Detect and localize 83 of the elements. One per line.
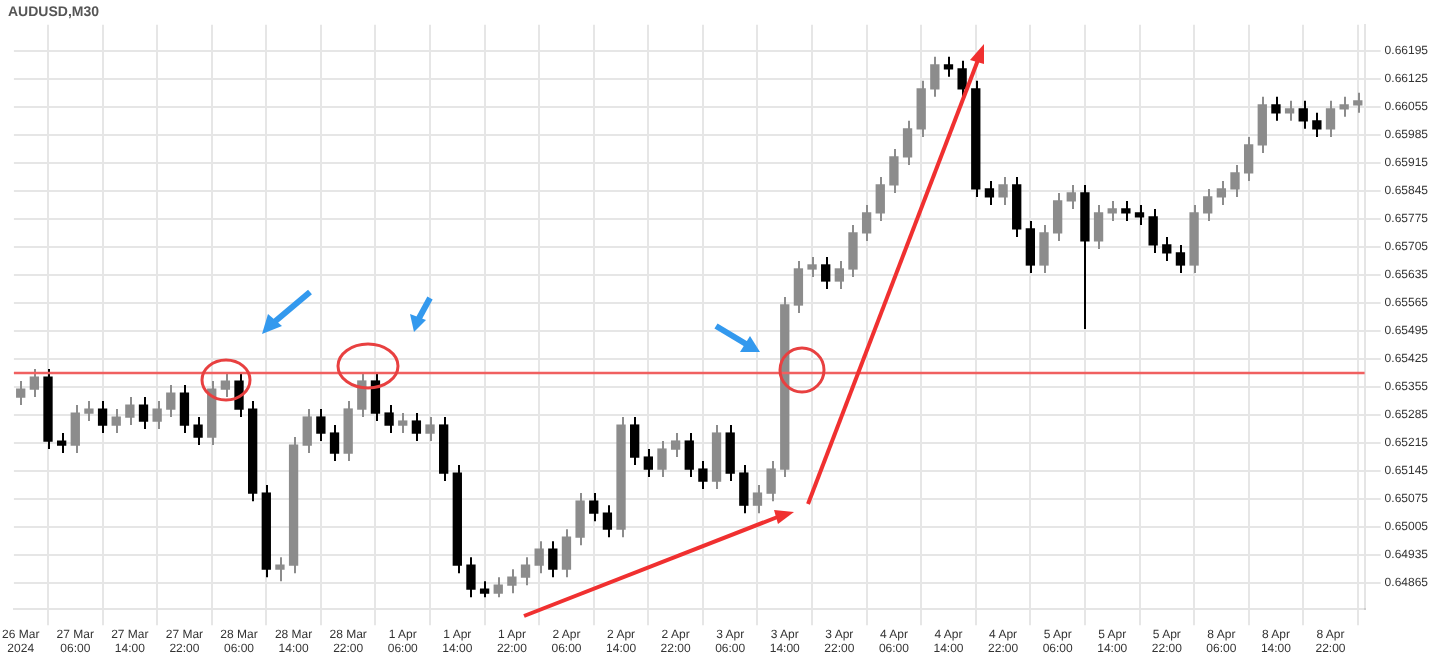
candlestick <box>398 412 408 435</box>
candlestick <box>493 576 503 599</box>
candlestick <box>902 119 913 166</box>
candlestick <box>1312 111 1322 138</box>
candlestick <box>643 448 653 479</box>
candlestick <box>1271 95 1281 122</box>
candlestick <box>1052 191 1063 242</box>
candlestick <box>16 380 26 407</box>
candlestick <box>984 179 995 206</box>
candlestick <box>561 528 572 579</box>
candlestick <box>1216 179 1227 206</box>
candlestick <box>1025 219 1036 274</box>
candlestick <box>943 55 954 78</box>
candlestick <box>329 424 340 463</box>
candlestick <box>739 464 749 515</box>
candlestick <box>848 223 858 278</box>
candlestick <box>1012 175 1022 238</box>
candlestick <box>821 255 831 290</box>
candlestick <box>56 432 67 455</box>
candlestick <box>670 432 681 459</box>
candlestick <box>125 396 135 427</box>
candlestick <box>1298 99 1308 130</box>
candlestick <box>520 556 531 587</box>
candlestick <box>1066 183 1076 210</box>
candlestick <box>152 400 162 431</box>
candlestick <box>957 59 967 98</box>
candlestick <box>1243 135 1254 182</box>
candlestick <box>1162 235 1172 262</box>
candlestick <box>275 556 285 583</box>
candlestick <box>916 79 926 138</box>
candlestick <box>548 540 558 579</box>
candlestick <box>466 556 476 599</box>
candlestick <box>97 400 108 435</box>
candlestick <box>1284 99 1295 122</box>
candlestick <box>138 396 149 431</box>
candlestick <box>166 384 176 419</box>
candlestick <box>1093 203 1104 250</box>
candlestick <box>1175 243 1186 274</box>
candlestick <box>1353 91 1363 114</box>
candlestick <box>1134 203 1145 226</box>
candlestick <box>575 492 585 547</box>
candlestick <box>70 404 80 455</box>
candlestick <box>698 460 708 491</box>
candlestick <box>1121 199 1131 222</box>
candlestick <box>589 492 599 523</box>
candlestick <box>630 416 640 467</box>
candlestick <box>875 175 885 222</box>
candlestick <box>29 368 40 399</box>
candlestick <box>998 175 1008 206</box>
candlestick <box>534 540 544 575</box>
candlestick <box>766 460 776 503</box>
candlestick <box>1325 99 1336 138</box>
candlestick <box>111 408 121 435</box>
candlestick <box>1107 199 1117 222</box>
candlestick <box>657 440 667 479</box>
candlestick <box>316 408 326 443</box>
candlestick <box>930 55 940 98</box>
candlestick <box>1148 207 1158 254</box>
candlestick <box>834 259 844 290</box>
candlestick <box>684 432 694 479</box>
candlestick <box>384 404 394 435</box>
candlestick <box>725 424 735 483</box>
candlestick <box>411 412 422 443</box>
candlestick <box>1039 223 1049 274</box>
candlestick <box>1230 163 1240 198</box>
candlestick <box>302 408 312 455</box>
candlestick <box>179 384 190 435</box>
candlestick <box>193 416 203 447</box>
candlestick <box>889 147 899 194</box>
candlestick <box>343 400 353 463</box>
candlestick <box>861 203 872 242</box>
candlestick <box>1339 95 1349 118</box>
candlestick <box>793 259 804 314</box>
candlestick <box>1203 187 1213 222</box>
candlestick <box>220 372 231 399</box>
candlestick <box>807 255 817 278</box>
candlestick <box>602 504 613 539</box>
candlestick <box>425 416 435 443</box>
candlestick <box>370 372 381 423</box>
candlestick <box>752 484 763 515</box>
candlestick <box>1257 95 1267 154</box>
candlestick <box>84 400 94 423</box>
candlestick <box>507 568 517 595</box>
